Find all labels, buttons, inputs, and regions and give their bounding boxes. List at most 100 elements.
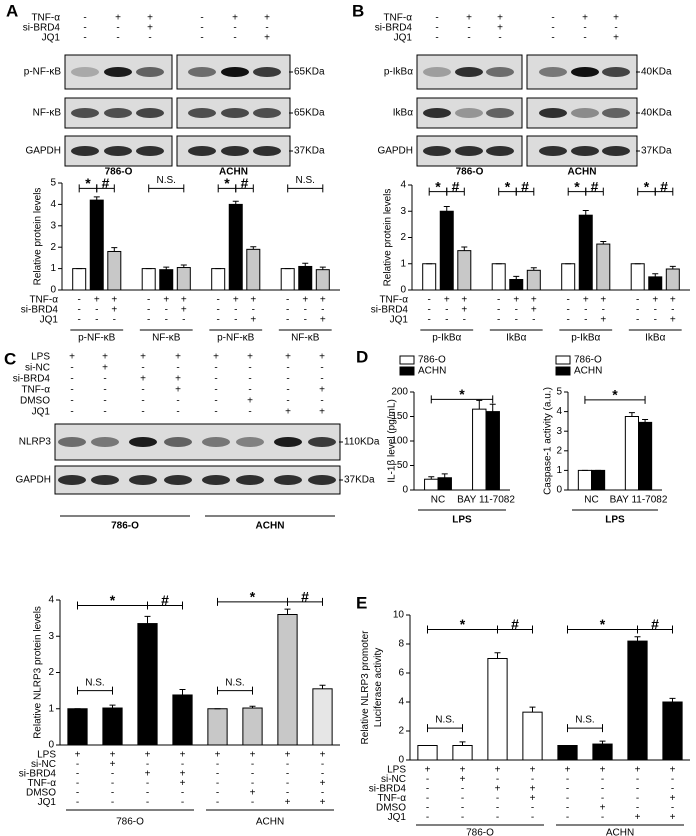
condition-sign: - bbox=[214, 385, 217, 396]
condition-sign: - bbox=[286, 295, 289, 306]
blot-band bbox=[136, 67, 164, 77]
condition-sign: - bbox=[111, 778, 114, 789]
condition-sign: + bbox=[582, 13, 588, 24]
error-bar bbox=[443, 206, 450, 212]
bar bbox=[417, 745, 438, 761]
condition-sign: + bbox=[302, 295, 308, 306]
error-bar bbox=[628, 412, 635, 417]
condition-label: DMSO bbox=[26, 788, 56, 799]
condition-sign: - bbox=[515, 305, 518, 316]
condition-sign: - bbox=[584, 305, 587, 316]
condition-sign: - bbox=[103, 407, 106, 418]
bar bbox=[207, 708, 228, 746]
error-bar bbox=[250, 246, 257, 250]
condition-sign: - bbox=[320, 396, 323, 407]
y-axis-label: IL-1β level (pg/mL) bbox=[387, 399, 398, 483]
condition-sign: + bbox=[285, 352, 291, 363]
condition-sign: - bbox=[70, 363, 73, 374]
error-bar bbox=[669, 265, 676, 269]
blot-band bbox=[571, 108, 599, 118]
bar bbox=[315, 269, 330, 291]
bar bbox=[242, 707, 263, 746]
condition-sign: - bbox=[165, 305, 168, 316]
condition-sign: - bbox=[116, 33, 119, 44]
condition-sign: + bbox=[600, 295, 606, 306]
condition-sign: + bbox=[497, 13, 503, 24]
condition-sign: - bbox=[176, 407, 179, 418]
condition-sign: + bbox=[530, 765, 536, 776]
significance-bracket bbox=[446, 187, 465, 196]
significance-label: * bbox=[505, 178, 511, 194]
condition-sign: - bbox=[141, 363, 144, 374]
condition-sign: - bbox=[233, 23, 236, 34]
blot-band bbox=[423, 146, 451, 156]
significance-bracket bbox=[567, 724, 603, 733]
blot-band bbox=[571, 146, 599, 156]
bar bbox=[591, 469, 606, 491]
condition-sign: + bbox=[233, 295, 239, 306]
y-tick-label: 4 bbox=[398, 697, 404, 708]
y-axis-label: Relative NLRP3 protein levels bbox=[33, 606, 44, 739]
condition-label: si-BRD4 bbox=[23, 23, 61, 34]
blot-band bbox=[602, 146, 630, 156]
condition-sign: + bbox=[635, 812, 641, 823]
condition-sign: - bbox=[83, 33, 86, 44]
condition-sign: - bbox=[496, 812, 499, 823]
condition-sign: + bbox=[285, 750, 291, 761]
condition-label: si-NC bbox=[381, 774, 406, 785]
significance-label: * bbox=[460, 616, 466, 632]
condition-sign: - bbox=[654, 315, 657, 326]
panel-label: E bbox=[356, 593, 367, 612]
error-bar bbox=[441, 473, 448, 478]
bar bbox=[630, 263, 645, 291]
y-tick-label: 3 bbox=[556, 426, 562, 437]
band-label: GAPDH bbox=[15, 475, 51, 486]
significance-bracket bbox=[96, 184, 115, 193]
condition-sign: - bbox=[146, 778, 149, 789]
condition-sign: - bbox=[103, 374, 106, 385]
bar bbox=[526, 269, 541, 291]
y-tick-label: 0 bbox=[556, 485, 562, 496]
condition-sign: + bbox=[140, 352, 146, 363]
blot-band bbox=[202, 437, 230, 447]
condition-label: TNF-α bbox=[377, 793, 406, 804]
condition-sign: + bbox=[111, 295, 117, 306]
blot-band bbox=[164, 475, 192, 485]
significance-label: N.S. bbox=[225, 677, 244, 688]
condition-sign: + bbox=[181, 305, 187, 316]
blot-band bbox=[164, 437, 192, 447]
bar bbox=[452, 745, 473, 761]
condition-sign: - bbox=[147, 305, 150, 316]
condition-sign: - bbox=[216, 769, 219, 780]
blot-band bbox=[58, 475, 86, 485]
condition-sign: + bbox=[513, 295, 519, 306]
condition-sign: - bbox=[532, 315, 535, 326]
condition-sign: - bbox=[265, 23, 268, 34]
condition-sign: - bbox=[286, 363, 289, 374]
condition-sign: + bbox=[460, 765, 466, 776]
condition-sign: - bbox=[636, 305, 639, 316]
condition-sign: + bbox=[530, 784, 536, 795]
condition-sign: + bbox=[319, 385, 325, 396]
condition-sign: + bbox=[145, 769, 151, 780]
significance-label: * bbox=[435, 178, 441, 194]
x-axis-label: LPS bbox=[452, 515, 472, 526]
y-tick-label: 200 bbox=[391, 387, 408, 398]
condition-sign: - bbox=[426, 774, 429, 785]
condition-sign: + bbox=[495, 765, 501, 776]
condition-sign: - bbox=[671, 784, 674, 795]
condition-sign: + bbox=[670, 812, 676, 823]
x-tick-label: p-IkBα bbox=[571, 333, 600, 344]
condition-sign: + bbox=[583, 295, 589, 306]
condition-sign: + bbox=[285, 407, 291, 418]
condition-sign: - bbox=[636, 315, 639, 326]
condition-sign: - bbox=[76, 778, 79, 789]
y-tick-label: 0 bbox=[50, 285, 56, 296]
condition-sign: - bbox=[214, 396, 217, 407]
y-tick-label: 3 bbox=[400, 206, 406, 217]
condition-sign: - bbox=[435, 23, 438, 34]
significance-label: # bbox=[301, 589, 309, 605]
condition-sign: + bbox=[466, 13, 472, 24]
error-bar bbox=[642, 418, 649, 423]
condition-sign: - bbox=[671, 803, 674, 814]
